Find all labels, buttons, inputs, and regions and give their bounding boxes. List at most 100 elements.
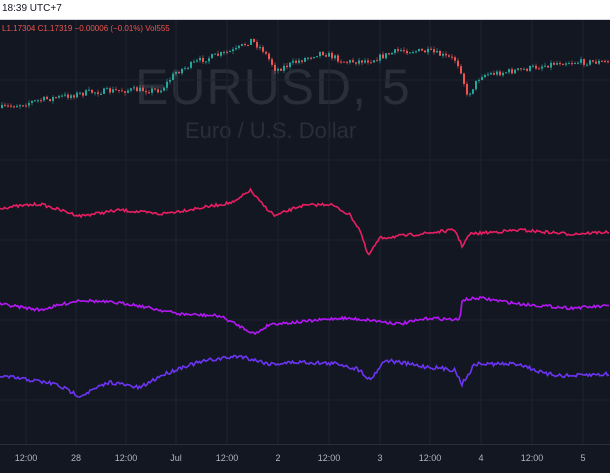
candle-body — [490, 73, 492, 75]
candle-body — [442, 53, 444, 56]
candle-body — [589, 60, 591, 65]
candle-body — [454, 57, 456, 61]
candle-body — [106, 88, 108, 90]
candle-body — [352, 60, 354, 63]
candle-body — [7, 105, 9, 107]
candle-body — [220, 52, 222, 56]
candle-body — [316, 56, 318, 58]
plot-area[interactable] — [0, 20, 610, 444]
candle-body — [331, 52, 333, 59]
series-line-indigo — [0, 354, 610, 398]
candle-body — [73, 95, 75, 98]
candle-body — [559, 63, 561, 65]
candle-body — [538, 68, 540, 70]
candle-body — [592, 60, 594, 62]
candle-body — [217, 53, 219, 56]
candle-body — [457, 60, 459, 67]
candle-body — [115, 89, 117, 91]
candle-body — [304, 58, 306, 62]
candle-body — [259, 47, 261, 49]
candle-body — [127, 90, 129, 93]
candle-body — [301, 60, 303, 62]
candle-body — [193, 61, 195, 63]
candle-body — [154, 88, 156, 90]
candle-body — [247, 44, 249, 46]
grid-lines — [0, 20, 610, 444]
candle-body — [166, 81, 168, 88]
candle-body — [424, 50, 426, 53]
candle-body — [385, 53, 387, 59]
clock-label: 18:39 UTC+7 — [2, 3, 62, 14]
series-line-purple — [0, 295, 610, 336]
candle-body — [4, 104, 6, 106]
candle-body — [469, 93, 471, 95]
candle-body — [343, 61, 345, 63]
candle-body — [100, 93, 102, 95]
candle-body — [118, 89, 120, 91]
candle-body — [88, 89, 90, 91]
candle-body — [223, 51, 225, 53]
candle-body — [337, 55, 339, 62]
candle-body — [67, 94, 69, 98]
candle-body — [325, 55, 327, 57]
candle-body — [55, 97, 57, 99]
candle-body — [94, 92, 96, 94]
candle-body — [82, 92, 84, 96]
candle-body — [391, 52, 393, 55]
candle-body — [148, 92, 150, 94]
x-tick: 4 — [478, 453, 484, 463]
x-tick: 12:00 — [418, 453, 442, 463]
candle-body — [109, 88, 111, 93]
candle-body — [262, 47, 264, 52]
price-candles — [1, 38, 609, 109]
candle-body — [544, 65, 546, 67]
candle-body — [322, 51, 324, 56]
candle-body — [208, 58, 210, 62]
candle-body — [349, 60, 351, 63]
candle-body — [334, 55, 336, 59]
candle-body — [28, 102, 30, 106]
candle-body — [298, 60, 300, 63]
candle-body — [526, 68, 528, 71]
candle-body — [313, 57, 315, 59]
candle-body — [604, 60, 606, 62]
candle-body — [553, 62, 555, 65]
candle-body — [175, 71, 177, 74]
candle-body — [577, 62, 579, 64]
candle-body — [121, 90, 123, 92]
legend-low: L1.17304 — [2, 24, 36, 33]
candle-body — [265, 51, 267, 54]
candle-body — [502, 72, 504, 76]
candle-body — [286, 65, 288, 68]
candle-body — [409, 52, 411, 54]
time-axis[interactable]: 12:00 28 12:00 Jul 12:00 2 12:00 3 12:00… — [0, 444, 610, 473]
candle-body — [160, 90, 162, 93]
candle-body — [520, 68, 522, 70]
candle-body — [523, 68, 525, 70]
candle-body — [598, 60, 600, 64]
candle-body — [274, 64, 276, 71]
candle-body — [277, 68, 279, 71]
candle-body — [79, 92, 81, 94]
candle-body — [448, 55, 450, 57]
candle-body — [514, 69, 516, 74]
candle-body — [310, 57, 312, 59]
candle-body — [139, 87, 141, 92]
candle-body — [382, 54, 384, 59]
candle-body — [229, 51, 231, 53]
candle-body — [556, 63, 558, 65]
candle-body — [280, 68, 282, 71]
candle-body — [511, 69, 513, 74]
candle-body — [547, 65, 549, 68]
candle-body — [595, 61, 597, 64]
candle-body — [340, 61, 342, 63]
candle-body — [460, 66, 462, 74]
chart-pane[interactable]: EURUSD, 5 Euro / U.S. Dollar L1.17304 C1… — [0, 20, 610, 472]
candle-body — [289, 62, 291, 68]
candle-body — [412, 52, 414, 54]
candle-body — [52, 97, 54, 102]
candle-body — [370, 62, 372, 64]
candle-body — [16, 106, 18, 108]
candle-body — [532, 65, 534, 67]
x-tick: 5 — [580, 453, 586, 463]
